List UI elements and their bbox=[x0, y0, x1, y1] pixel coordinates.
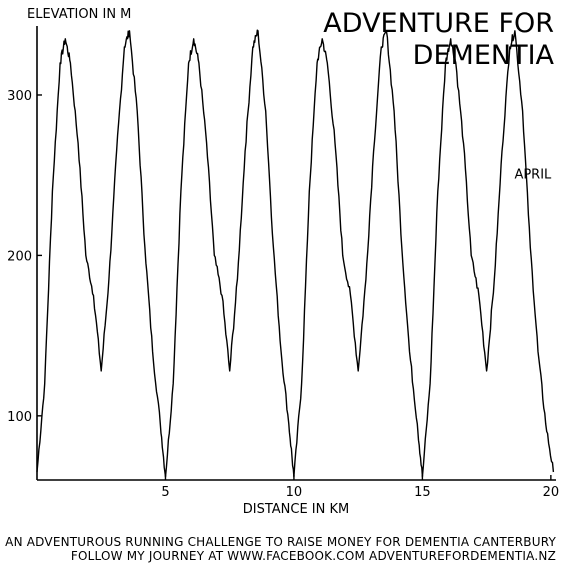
y-tick-label: 300 bbox=[7, 89, 32, 104]
footer-line-2: FOLLOW MY JOURNEY AT WWW.FACEBOOK.COM AD… bbox=[70, 549, 556, 563]
x-tick-label: 15 bbox=[414, 485, 431, 500]
x-tick-label: 20 bbox=[543, 485, 560, 500]
y-axis-label: ELEVATION IN M bbox=[27, 7, 131, 22]
footer-line-1: AN ADVENTUROUS RUNNING CHALLENGE TO RAIS… bbox=[5, 535, 556, 549]
chart-title-line-2: DEMENTIA bbox=[413, 40, 555, 71]
x-axis-label: DISTANCE IN KM bbox=[243, 502, 350, 517]
y-tick-label: 100 bbox=[7, 410, 32, 425]
x-tick-label: 5 bbox=[161, 485, 169, 500]
annotation-april: APRIL bbox=[514, 167, 552, 182]
y-tick-label: 200 bbox=[7, 249, 32, 264]
chart-title-line-1: ADVENTURE FOR bbox=[323, 8, 554, 39]
elevation-series-line bbox=[36, 29, 555, 478]
x-tick-label: 10 bbox=[286, 485, 303, 500]
